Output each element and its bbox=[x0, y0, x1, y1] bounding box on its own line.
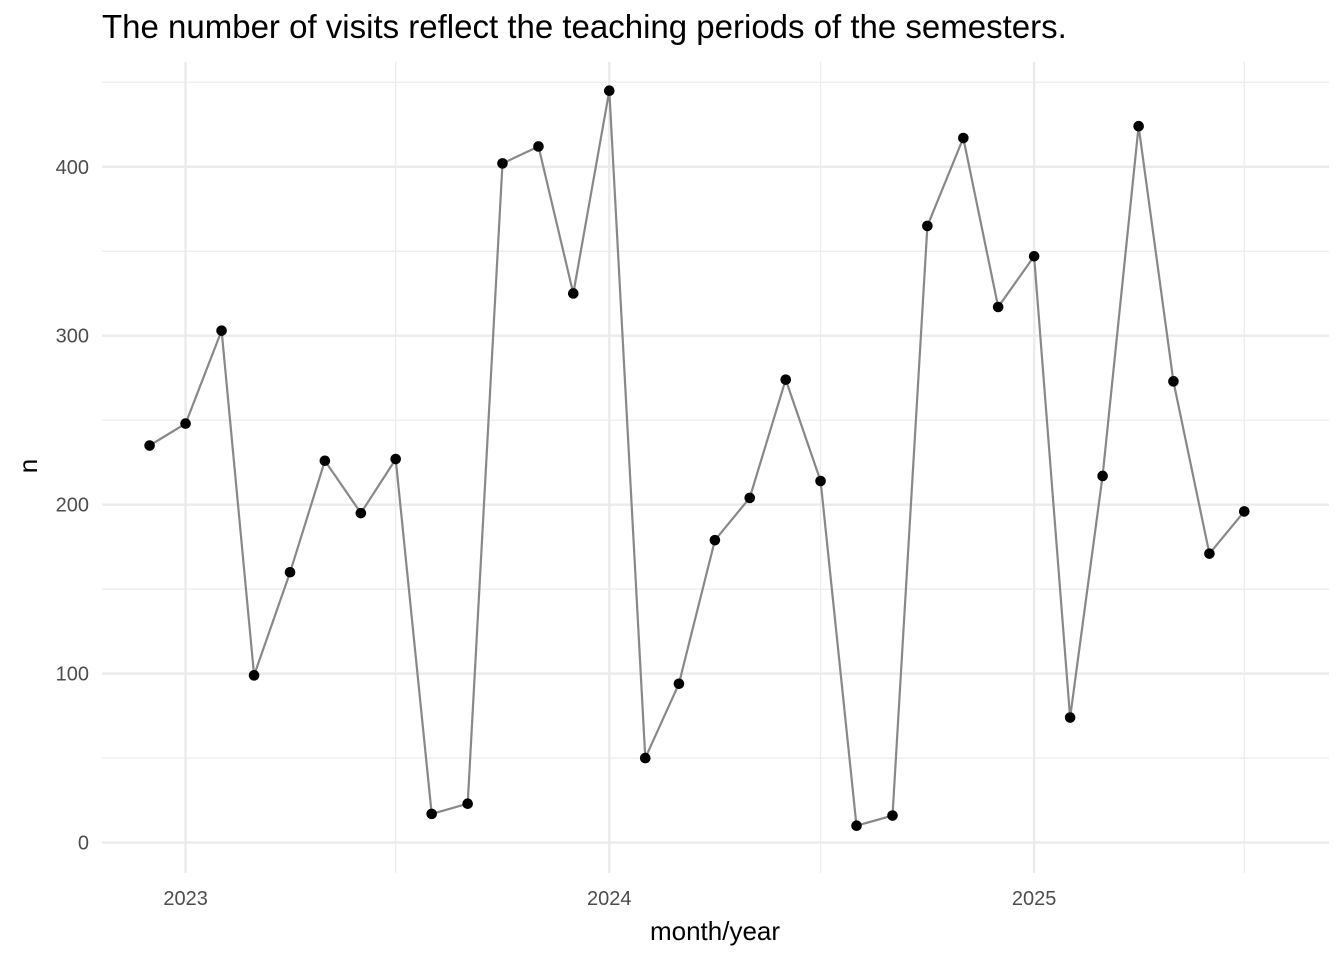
data-point bbox=[144, 440, 155, 451]
series-line-group bbox=[149, 90, 1246, 828]
data-point bbox=[390, 453, 401, 465]
y-tick-label: 300 bbox=[56, 326, 89, 348]
data-point bbox=[284, 566, 296, 578]
data-point bbox=[355, 507, 367, 519]
series-line bbox=[149, 90, 1246, 828]
data-point bbox=[922, 220, 933, 232]
y-axis-title: n bbox=[13, 459, 43, 473]
data-point bbox=[992, 301, 1004, 313]
data-point bbox=[603, 85, 615, 97]
data-point bbox=[673, 678, 685, 690]
data-point bbox=[426, 808, 437, 820]
data-point bbox=[851, 820, 862, 831]
y-tick-label: 400 bbox=[56, 157, 89, 179]
data-point bbox=[780, 374, 792, 385]
x-axis-title: month/year bbox=[650, 916, 780, 946]
data-point bbox=[815, 475, 826, 487]
data-point bbox=[1133, 120, 1144, 132]
x-axis-ticks: 2023 2024 2025 bbox=[163, 888, 1056, 910]
data-point bbox=[958, 132, 969, 144]
x-tick-label: 2025 bbox=[1012, 888, 1057, 910]
data-point bbox=[1238, 506, 1250, 517]
data-point bbox=[567, 288, 579, 299]
x-tick-label: 2024 bbox=[587, 888, 632, 910]
data-point bbox=[744, 492, 756, 504]
series-points-group bbox=[144, 85, 1250, 831]
data-point bbox=[497, 158, 508, 169]
data-point bbox=[1097, 470, 1108, 482]
y-axis-ticks: 0 100 200 300 400 bbox=[56, 157, 89, 855]
data-point bbox=[319, 455, 331, 467]
data-point bbox=[180, 418, 191, 429]
data-point bbox=[1028, 251, 1040, 262]
chart-title: The number of visits reflect the teachin… bbox=[102, 8, 1067, 45]
y-tick-label: 200 bbox=[56, 495, 89, 517]
data-point bbox=[887, 810, 898, 821]
data-point bbox=[1204, 548, 1215, 559]
x-tick-label: 2023 bbox=[163, 888, 208, 910]
data-point bbox=[1064, 712, 1076, 723]
data-point bbox=[639, 752, 651, 764]
y-tick-label: 100 bbox=[56, 664, 89, 686]
data-point bbox=[533, 141, 544, 152]
data-point bbox=[709, 534, 721, 546]
data-point bbox=[216, 325, 227, 336]
data-point bbox=[1168, 376, 1179, 387]
data-point bbox=[248, 670, 260, 681]
data-point bbox=[462, 798, 473, 810]
y-tick-label: 0 bbox=[78, 833, 89, 855]
grid-minor bbox=[102, 62, 1329, 873]
grid-major bbox=[102, 62, 1329, 873]
